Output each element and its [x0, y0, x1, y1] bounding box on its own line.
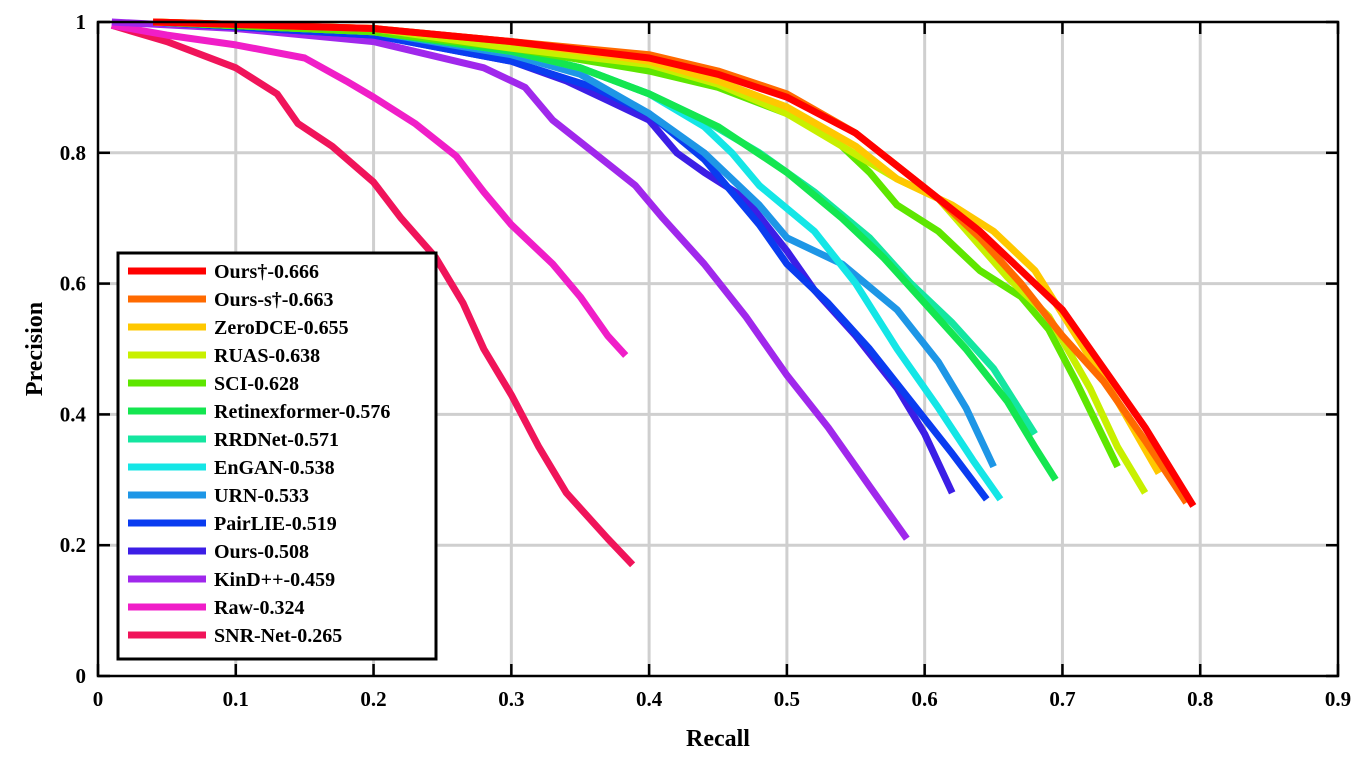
y-tick-label: 0.2 [60, 533, 86, 557]
x-tick-label: 0.4 [636, 687, 663, 711]
axis-ticks: 0 0.1 0.2 0.3 0.4 0.5 0.6 0.7 0.8 0.9 0 0.2 0.4 0.6 0.… [60, 10, 1351, 711]
x-tick-label: 0.2 [360, 687, 386, 711]
x-tick-label: 0.3 [498, 687, 524, 711]
x-tick-label: 0.6 [912, 687, 938, 711]
legend-label: Ours-s†-0.663 [214, 289, 333, 311]
y-tick-label: 0.4 [60, 402, 87, 426]
series-line-13 [110, 21, 636, 568]
legend: Ours†-0.666 Ours-s†-0.663 ZeroDCE-0.655 RUA… [116, 251, 438, 661]
y-axis-label: Precision [22, 302, 48, 396]
legend-box [116, 251, 438, 661]
legend-label: ZeroDCE-0.655 [214, 317, 349, 339]
x-tick-label: 0.1 [223, 687, 249, 711]
x-tick-label: 0.5 [774, 687, 800, 711]
y-tick-label: 0.6 [60, 272, 86, 296]
x-tick-label: 0.7 [1049, 687, 1075, 711]
x-tick-label: 0.9 [1325, 687, 1351, 711]
legend-label: KinD++-0.459 [214, 569, 335, 591]
series-line-0 [152, 18, 1197, 508]
legend-label: PairLIE-0.519 [214, 513, 337, 535]
series-line-11 [111, 18, 910, 541]
y-tick-label: 0.8 [60, 141, 86, 165]
y-tick-label: 1 [76, 10, 87, 34]
legend-label: EnGAN-0.538 [214, 457, 335, 479]
legend-label: RUAS-0.638 [214, 345, 320, 367]
legend-label: SNR-Net-0.265 [214, 625, 342, 647]
legend-label: Raw-0.324 [214, 597, 305, 619]
series-lines [110, 18, 1197, 568]
x-tick-label: 0.8 [1187, 687, 1213, 711]
legend-label: SCI-0.628 [214, 373, 299, 395]
legend-label: Ours-0.508 [214, 541, 309, 563]
x-axis-label: Recall [686, 726, 750, 752]
legend-label: Ours†-0.666 [214, 261, 319, 283]
legend-label: Retinexformer-0.576 [214, 401, 390, 423]
series-line-12 [111, 21, 629, 358]
legend-label: URN-0.533 [214, 485, 309, 507]
plot-frame [96, 20, 1340, 678]
series-line-9 [152, 18, 990, 502]
legend-label: RRDNet-0.571 [214, 429, 339, 451]
series-line-5 [152, 18, 1059, 482]
x-tick-label: 0 [93, 687, 104, 711]
y-tick-label: 0 [76, 664, 87, 688]
